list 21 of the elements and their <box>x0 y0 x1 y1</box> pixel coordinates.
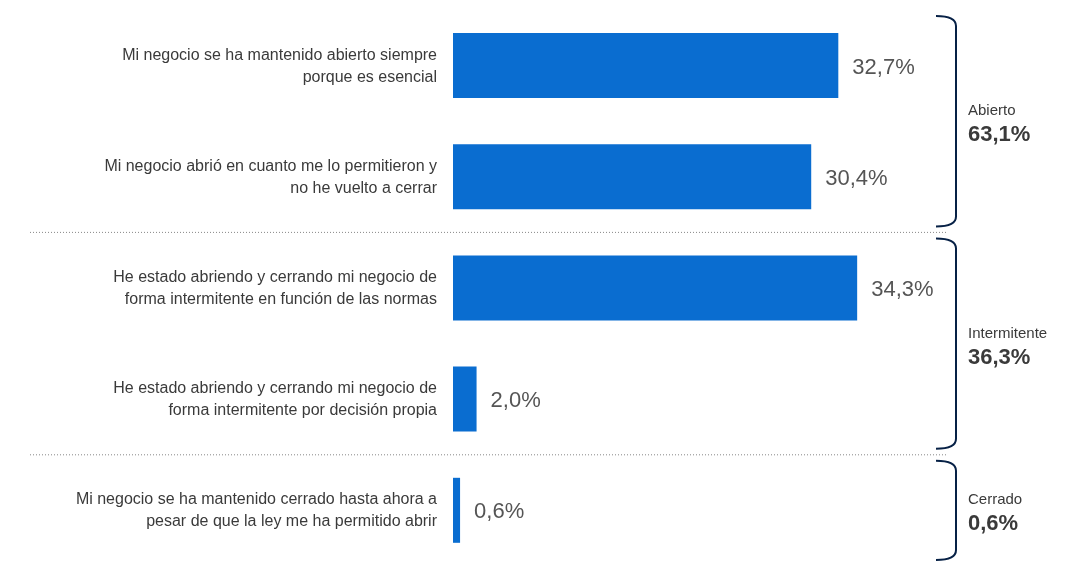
y-tick-label: He estado abriendo y cerrando mi negocio de forma intermitente por decisión propia <box>113 379 438 419</box>
data-label: 32,7% <box>852 53 915 79</box>
data-label: 2,0% <box>490 387 541 413</box>
bar <box>453 144 812 210</box>
text: 63,1% <box>968 121 1031 147</box>
text: Abierto <box>968 101 1016 119</box>
text: Intermitente <box>968 323 1048 341</box>
bar <box>453 33 839 98</box>
y-tick-label: Mi negocio abrió en cuanto me lo permitieron y no he vuelto a cerrar <box>104 156 438 196</box>
bar <box>453 366 477 432</box>
y-tick-label: He estado abriendo y cerrando mi negocio de forma intermitente en función de las normas <box>113 268 438 307</box>
text: 0,6% <box>968 510 1019 536</box>
bar <box>453 477 461 543</box>
data-label: 34,3% <box>871 275 934 301</box>
text: 36,3% <box>968 343 1031 369</box>
bar <box>453 255 858 321</box>
text: Cerrado <box>968 490 1023 508</box>
y-tick-label: Mi negocio se ha mantenido abierto siempre porque es esencial <box>122 45 438 85</box>
data-label: 30,4% <box>825 164 888 190</box>
data-label: 0,6% <box>474 498 525 524</box>
y-tick-label: Mi negocio se ha mantenido cerrado hasta ahora a pesar de que la ley me ha permitido abrir <box>75 490 438 530</box>
